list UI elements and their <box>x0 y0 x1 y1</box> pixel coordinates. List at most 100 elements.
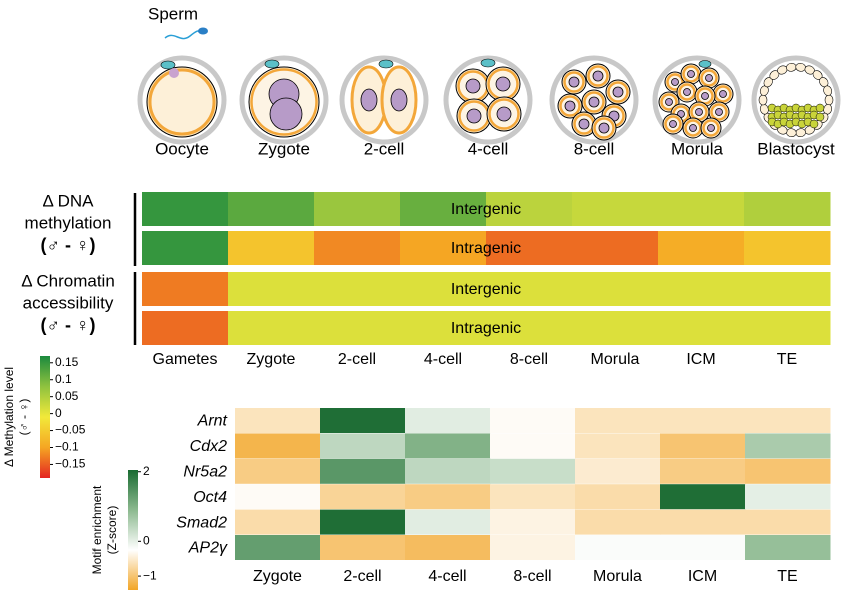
nucleus <box>612 86 624 98</box>
column-label: Zygote <box>247 351 296 368</box>
heatmap-cell <box>486 192 573 226</box>
heatmap-cell <box>314 311 401 345</box>
nucleus <box>671 78 679 86</box>
nucleus <box>588 96 600 108</box>
heatmap-cell <box>745 458 831 484</box>
group-label: methylation <box>25 213 112 232</box>
heatmap-cell <box>235 433 321 459</box>
heatmap-cell <box>314 272 401 306</box>
heatmap-cell <box>486 311 573 345</box>
colorbar-tick-label: −0.05 <box>55 423 86 437</box>
column-label: 4-cell <box>424 351 462 368</box>
colorbar <box>128 470 138 590</box>
nucleus <box>687 70 695 78</box>
colorbar-tick-label: −0.15 <box>55 457 86 471</box>
heatmap-cell <box>235 458 321 484</box>
heatmap-cell <box>658 231 745 265</box>
icm-cell <box>809 119 819 129</box>
stage-label: Morula <box>671 139 724 158</box>
colorbar-title: Δ Methylation level <box>2 367 16 467</box>
polar-body <box>264 59 280 69</box>
stage-label: 2-cell <box>364 139 405 158</box>
heatmap-cell <box>658 192 745 226</box>
heatmap-cell <box>228 231 315 265</box>
colorbar-tick-label: 0.15 <box>55 355 79 369</box>
colorbar <box>40 356 50 478</box>
column-label: 8-cell <box>513 568 551 585</box>
heatmap-cell <box>405 458 491 484</box>
heatmap-cell <box>572 272 659 306</box>
heatmap-cell <box>320 509 406 535</box>
row-label: Smad2 <box>176 514 227 531</box>
heatmap-cell <box>320 484 406 510</box>
heatmap-cell <box>490 509 576 535</box>
stage-label: Oocyte <box>155 139 209 158</box>
heatmap-cell <box>660 484 746 510</box>
stage-label: Zygote <box>258 139 310 158</box>
heatmap-cell <box>575 535 661 560</box>
nucleus <box>360 88 378 112</box>
row-label: Nr5a2 <box>183 464 227 481</box>
colorbar-subtitle: (♂ - ♀) <box>17 399 31 436</box>
zona <box>443 55 533 145</box>
heatmap-cell <box>658 272 745 306</box>
row-label: Intragenic <box>451 320 521 337</box>
polar-body <box>480 58 496 68</box>
heatmap-cell <box>575 408 661 433</box>
heatmap-cell <box>745 433 831 459</box>
nucleus <box>465 78 481 94</box>
group-label: Δ DNA <box>42 191 94 210</box>
heatmap-cell <box>575 484 661 510</box>
heatmap-cell <box>744 311 831 345</box>
trophectoderm <box>823 85 833 96</box>
heatmap-cell <box>744 192 831 226</box>
heatmap-cell <box>660 433 746 459</box>
heatmap-cell <box>744 272 831 306</box>
column-label: 2-cell <box>338 351 376 368</box>
trophectoderm <box>758 94 768 106</box>
column-label: ICM <box>688 568 717 585</box>
heatmap-cell <box>228 192 315 226</box>
heatmap-cell <box>142 272 229 306</box>
heatmap-cell <box>320 458 406 484</box>
icm-cell <box>815 103 825 113</box>
polar-body <box>378 59 394 69</box>
heatmap-cell <box>575 433 661 459</box>
heatmap-cell <box>405 535 491 560</box>
heatmap-cell <box>228 272 315 306</box>
heatmap-cell <box>575 509 661 535</box>
nucleus <box>578 118 590 130</box>
colorbar-tick-label: −1 <box>143 568 157 582</box>
heatmap-cell <box>228 311 315 345</box>
heatmap-cell <box>486 231 573 265</box>
icm-cell <box>815 112 825 122</box>
heatmap-cell <box>660 535 746 560</box>
colorbar-tick-label: 2 <box>143 464 150 478</box>
group-label: accessibility <box>23 293 114 312</box>
heatmap-cell <box>142 311 229 345</box>
column-label: Zygote <box>253 568 302 585</box>
column-label: TE <box>777 351 797 368</box>
nucleus <box>707 124 715 132</box>
nucleus <box>695 108 703 116</box>
heatmap-cell <box>320 433 406 459</box>
colorbar-title: Motif enrichment <box>90 485 104 574</box>
nucleus <box>705 74 713 82</box>
heatmap-cell <box>400 272 487 306</box>
row-label: Cdx2 <box>190 438 227 455</box>
heatmap-cell <box>490 408 576 433</box>
heatmap-cell <box>660 408 746 433</box>
colorbar-tick-label: 0 <box>143 533 150 547</box>
polar-body <box>160 60 176 70</box>
colorbar-tick-label: 0 <box>55 406 62 420</box>
heatmap-cell <box>400 231 487 265</box>
nucleus <box>701 92 709 100</box>
nucleus <box>719 90 727 98</box>
nucleus <box>689 124 697 132</box>
heatmap-cell <box>575 458 661 484</box>
heatmap-cell <box>320 408 406 433</box>
heatmap-cell <box>405 408 491 433</box>
heatmap-cell <box>400 311 487 345</box>
heatmap-cell <box>142 192 229 226</box>
